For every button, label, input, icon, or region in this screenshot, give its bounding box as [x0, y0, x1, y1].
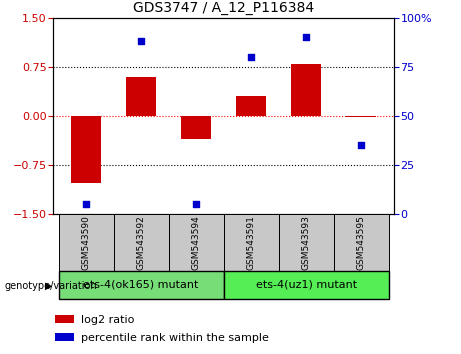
Text: GSM543591: GSM543591 [247, 215, 255, 270]
Bar [71, 116, 101, 183]
Point [357, 143, 365, 148]
Text: ets-4(ok165) mutant: ets-4(ok165) mutant [83, 280, 199, 290]
Bar [126, 77, 156, 116]
Point [83, 201, 90, 207]
Point [192, 201, 200, 207]
Bar [181, 116, 211, 139]
Bar [169, 214, 224, 271]
Bar [334, 214, 389, 271]
Bar [346, 116, 376, 117]
Text: GSM543590: GSM543590 [82, 215, 90, 270]
Title: GDS3747 / A_12_P116384: GDS3747 / A_12_P116384 [133, 1, 314, 15]
Bar [59, 214, 113, 271]
Bar [59, 271, 224, 299]
Bar [236, 96, 266, 116]
Text: genotype/variation: genotype/variation [5, 281, 97, 291]
Bar [278, 214, 334, 271]
Text: GSM543594: GSM543594 [192, 215, 201, 270]
Text: ▶: ▶ [45, 281, 53, 291]
Bar [113, 214, 169, 271]
Text: GSM543595: GSM543595 [357, 215, 366, 270]
Bar [224, 214, 278, 271]
Text: log2 ratio: log2 ratio [81, 315, 134, 325]
Point [137, 39, 145, 44]
Bar [291, 64, 321, 116]
Bar [224, 271, 389, 299]
Text: ets-4(uz1) mutant: ets-4(uz1) mutant [255, 280, 357, 290]
Point [302, 34, 310, 40]
Text: percentile rank within the sample: percentile rank within the sample [81, 333, 269, 343]
Text: GSM543592: GSM543592 [136, 215, 146, 270]
Text: GSM543593: GSM543593 [301, 215, 311, 270]
Point [248, 54, 255, 60]
